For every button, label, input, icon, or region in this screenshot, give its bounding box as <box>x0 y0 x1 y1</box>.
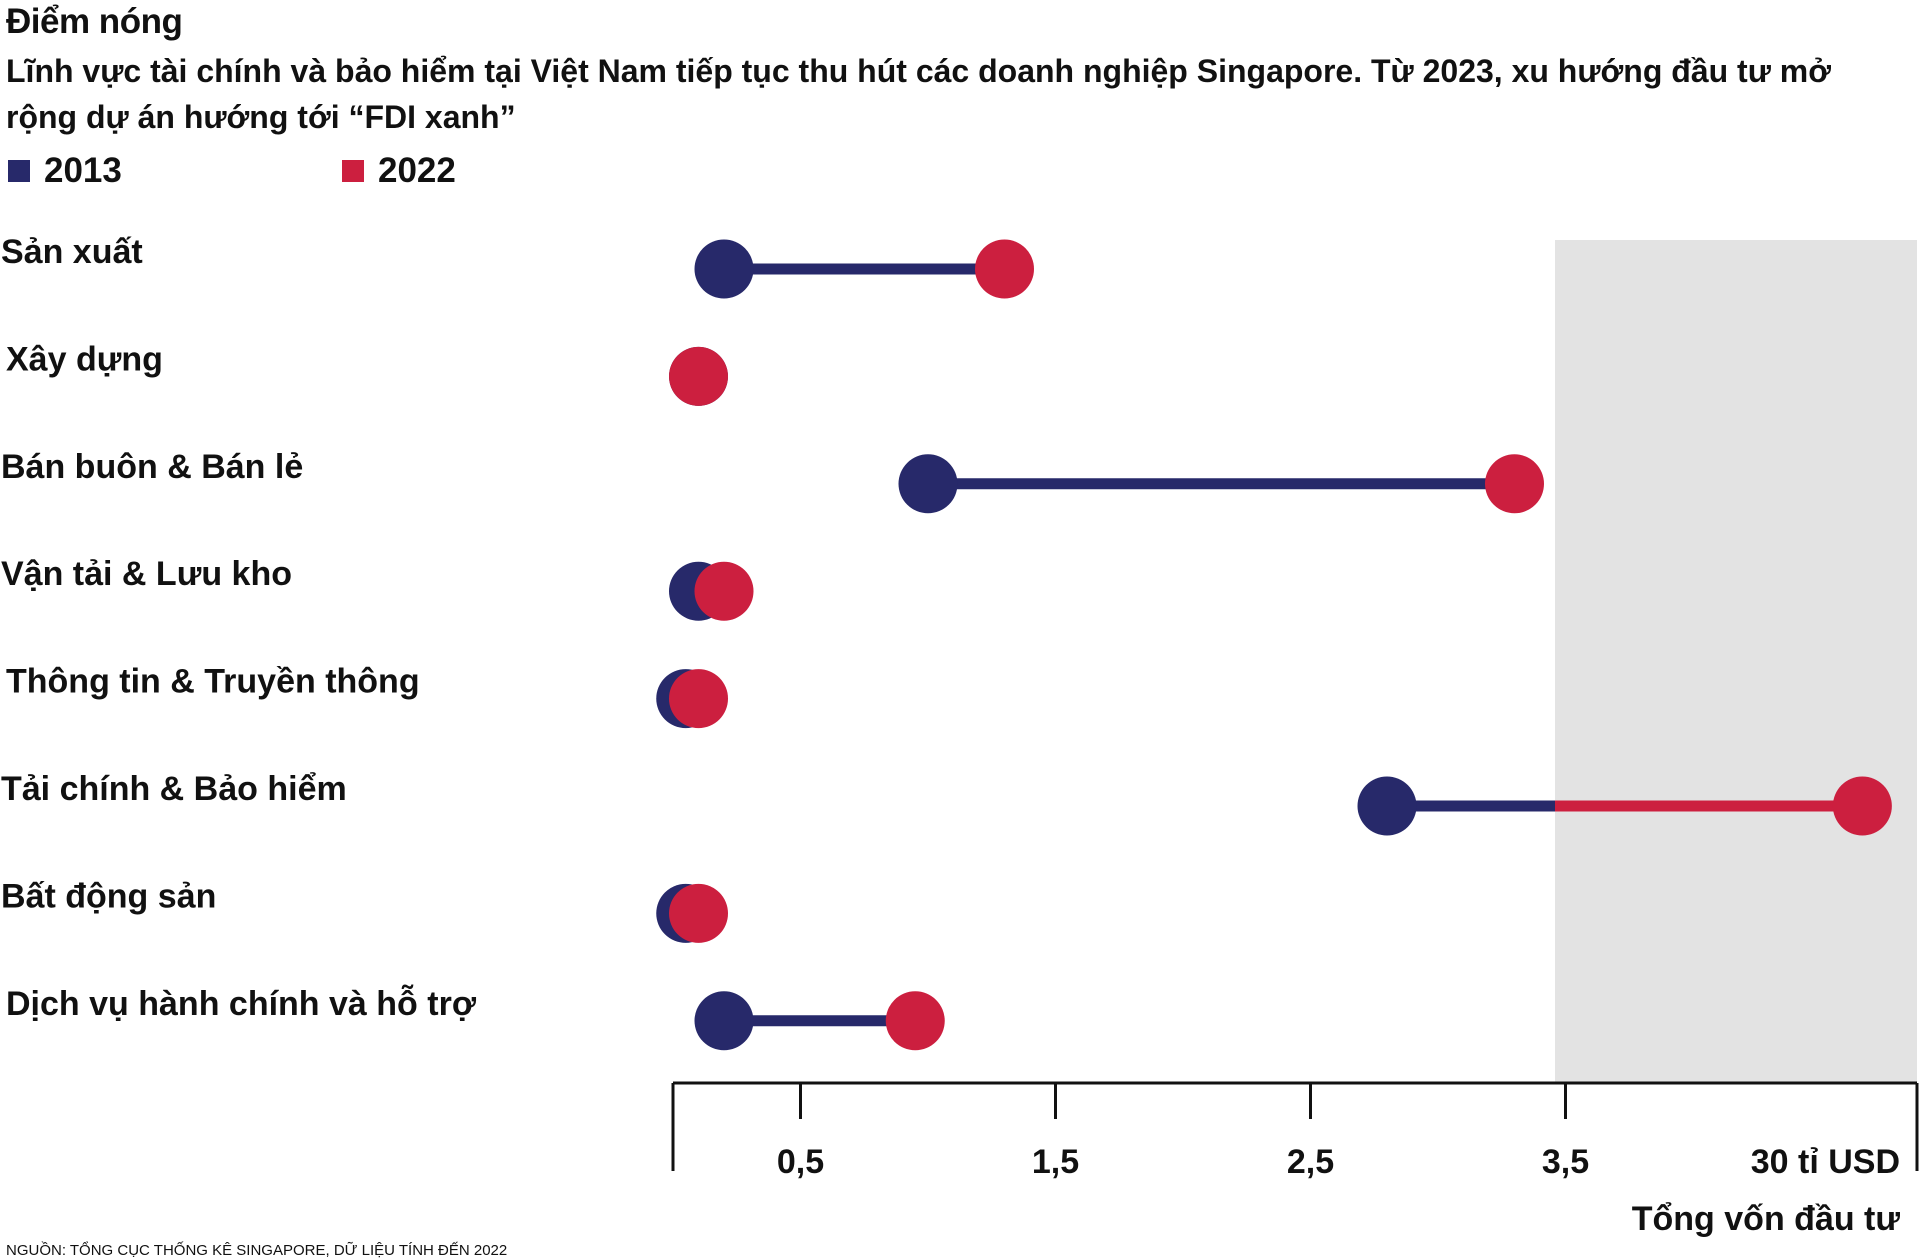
legend-label-2022: 2022 <box>378 151 456 190</box>
point-2022 <box>975 239 1034 299</box>
row-label: Sản xuất <box>1 233 143 271</box>
row-label: Tải chính & Bảo hiểm <box>1 770 347 808</box>
x-tick-label: 3,5 <box>1542 1143 1589 1181</box>
x-tick-label: 1,5 <box>1032 1143 1079 1181</box>
row-label: Thông tin & Truyền thông <box>6 663 420 701</box>
row-label: Vận tải & Lưu kho <box>1 555 292 593</box>
point-2013 <box>898 454 958 514</box>
legend-swatch-2013 <box>8 160 30 182</box>
point-2013 <box>1357 776 1417 836</box>
legend-label-2013: 2013 <box>44 151 122 190</box>
point-2013 <box>694 239 754 299</box>
x-tick-label: 30 tỉ USD <box>1751 1143 1900 1181</box>
point-2013 <box>694 991 754 1051</box>
point-2022 <box>669 346 728 406</box>
row-label: Bất động sản <box>1 877 216 915</box>
source-note: NGUỒN: TỔNG CỤC THỐNG KÊ SINGAPORE, DỮ L… <box>6 1242 508 1259</box>
chart-title: Điểm nóng <box>6 2 183 41</box>
point-2022 <box>1832 776 1892 836</box>
row-label: Xây dựng <box>6 340 163 378</box>
point-2022 <box>1485 454 1544 514</box>
point-2022 <box>669 883 728 943</box>
point-2022 <box>694 561 754 621</box>
x-tick-label: 2,5 <box>1287 1143 1334 1181</box>
row-label: Dịch vụ hành chính và hỗ trợ <box>6 985 477 1023</box>
x-axis-title: Tổng vốn đầu tư <box>1632 1200 1901 1238</box>
legend-item-2022: 2022 <box>342 151 456 191</box>
scale-break-band <box>1555 240 1917 1083</box>
chart-subtitle: Lĩnh vực tài chính và bảo hiểm tại Việt … <box>6 53 1831 135</box>
legend-swatch-2022 <box>342 160 364 182</box>
point-2022 <box>885 991 945 1051</box>
x-tick-label: 0,5 <box>777 1143 824 1181</box>
row-label: Bán buôn & Bán lẻ <box>1 448 303 486</box>
legend-item-2013: 2013 <box>8 151 122 191</box>
point-2022 <box>669 669 728 729</box>
